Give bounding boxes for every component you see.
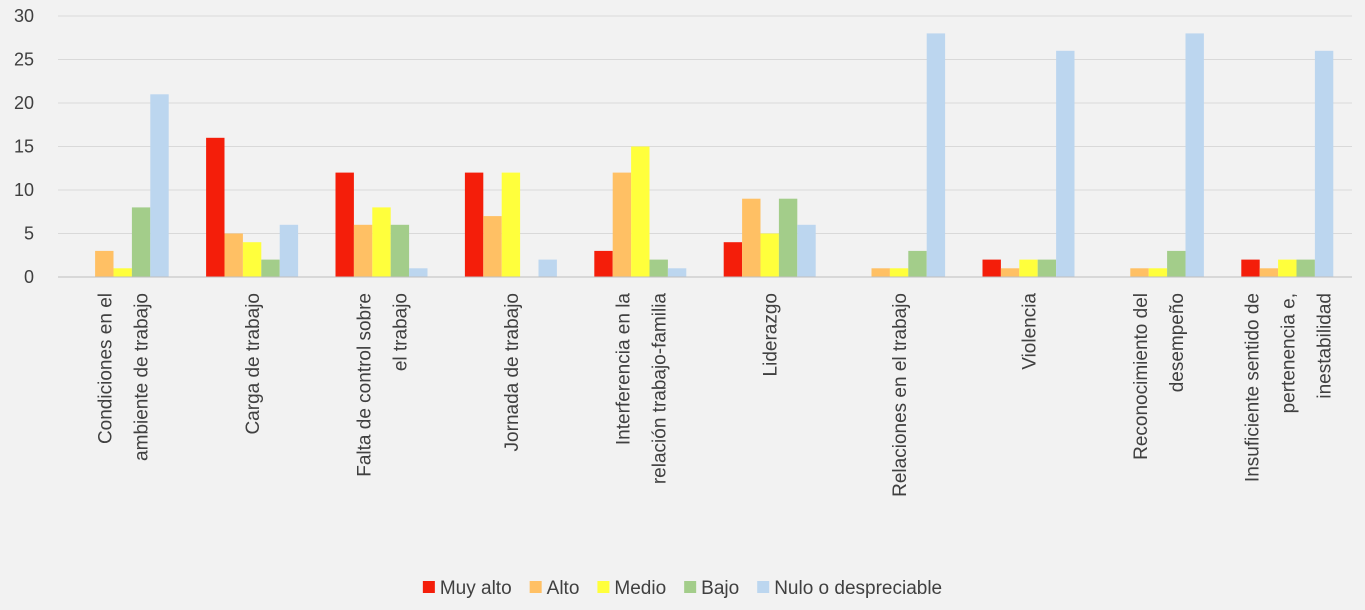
legend-swatch: [597, 581, 610, 593]
bar: [594, 250, 613, 277]
bar: [409, 268, 428, 277]
x-category-label: Carga de trabajo: [243, 293, 264, 435]
bar: [1241, 259, 1260, 277]
x-category-label: relación trabajo-familia: [649, 293, 670, 485]
y-tick-label: 30: [14, 6, 34, 26]
x-category-label: pertenencia e,: [1278, 293, 1299, 413]
x-category-label: Violencia: [1020, 293, 1041, 370]
y-tick-label: 5: [24, 224, 34, 244]
legend-item: Nulo o despreciable: [757, 578, 942, 599]
bar: [1148, 268, 1168, 277]
legend-item: Medio: [597, 578, 666, 599]
bar: [483, 216, 502, 277]
bar: [1296, 259, 1315, 277]
bar: [1130, 268, 1149, 277]
gridlines: [58, 15, 1352, 234]
x-category-label: inestabilidad: [1314, 293, 1335, 399]
bar: [206, 137, 225, 277]
series-4: [150, 33, 1334, 278]
y-tick-label: 20: [14, 93, 34, 113]
bar: [1259, 268, 1279, 277]
bar: [871, 268, 890, 277]
x-category-label: Relaciones en el trabajo: [890, 293, 911, 497]
bar: [760, 233, 779, 277]
bar: [150, 94, 169, 277]
bars: [95, 33, 1334, 278]
series-2: [113, 146, 1297, 277]
bar: [982, 259, 1001, 277]
bar: [464, 172, 484, 277]
bar: [1167, 250, 1186, 277]
bar: [1037, 259, 1057, 277]
bar: [889, 268, 909, 277]
bar: [742, 198, 761, 277]
legend: Muy alto Alto Medio Bajo Nulo o despreciable: [422, 578, 942, 599]
bar: [1056, 50, 1075, 277]
y-tick-label: 0: [24, 267, 34, 287]
bar: [501, 172, 521, 277]
legend-item: Muy alto: [422, 578, 512, 599]
series-1: [95, 172, 1279, 277]
bar: [908, 250, 927, 277]
x-category-label: Reconocimiento del: [1131, 293, 1152, 460]
series-0: [206, 137, 1260, 277]
bar: [1019, 259, 1038, 277]
bar: [723, 242, 743, 277]
x-category-label: Condiciones en el: [96, 293, 117, 444]
bar: [353, 224, 373, 277]
legend-swatch: [757, 581, 770, 593]
legend-swatch: [422, 581, 435, 593]
legend-item: Bajo: [684, 578, 739, 599]
bar: [1314, 50, 1334, 277]
x-category-label: ambiente de trabajo: [132, 293, 153, 461]
bar: [612, 172, 632, 277]
y-tick-label: 25: [14, 50, 34, 70]
bar: [1000, 268, 1020, 277]
y-tick-label: 15: [14, 137, 34, 157]
bar: [538, 259, 557, 277]
bar: [926, 33, 946, 278]
legend-swatch: [684, 581, 697, 593]
legend-item: Alto: [529, 578, 580, 599]
bar: [224, 233, 243, 277]
y-tick-label: 10: [14, 180, 34, 200]
bar: [1278, 259, 1297, 277]
legend-label: Nulo o despreciable: [774, 578, 942, 599]
legend-label: Bajo: [701, 578, 739, 599]
bar: [778, 198, 798, 277]
bar: [390, 224, 410, 277]
bar: [261, 259, 280, 277]
legend-label: Muy alto: [440, 578, 512, 599]
bar: [131, 207, 151, 277]
series-3: [131, 198, 1315, 277]
bar: [1185, 33, 1204, 278]
x-category-label: Insuficiente sentido de: [1242, 293, 1263, 482]
x-axis-category-labels: Condiciones en el ambiente de trabajo Carg…: [96, 293, 1336, 497]
bar: [649, 259, 668, 277]
bar: [631, 146, 650, 277]
x-category-label: Liderazgo: [761, 293, 782, 376]
x-category-label: desempeño: [1167, 293, 1188, 392]
bar: [667, 268, 687, 277]
legend-label: Alto: [547, 578, 580, 599]
legend-label: Medio: [614, 578, 666, 599]
bar: [372, 207, 391, 277]
x-category-label: Falta de control sobre: [355, 293, 376, 477]
x-category-label: Jornada de trabajo: [502, 293, 523, 451]
y-axis-tick-labels: 0 5 10 15 20 25 30: [14, 6, 34, 287]
legend-swatch: [529, 581, 542, 593]
bar: [242, 242, 262, 277]
bar: [95, 250, 114, 277]
bar: [797, 224, 816, 277]
bar: [335, 172, 354, 277]
bar: [279, 224, 299, 277]
x-category-label: el trabajo: [391, 293, 412, 371]
bar: [113, 268, 132, 277]
x-category-label: Interferencia en la: [613, 293, 634, 446]
